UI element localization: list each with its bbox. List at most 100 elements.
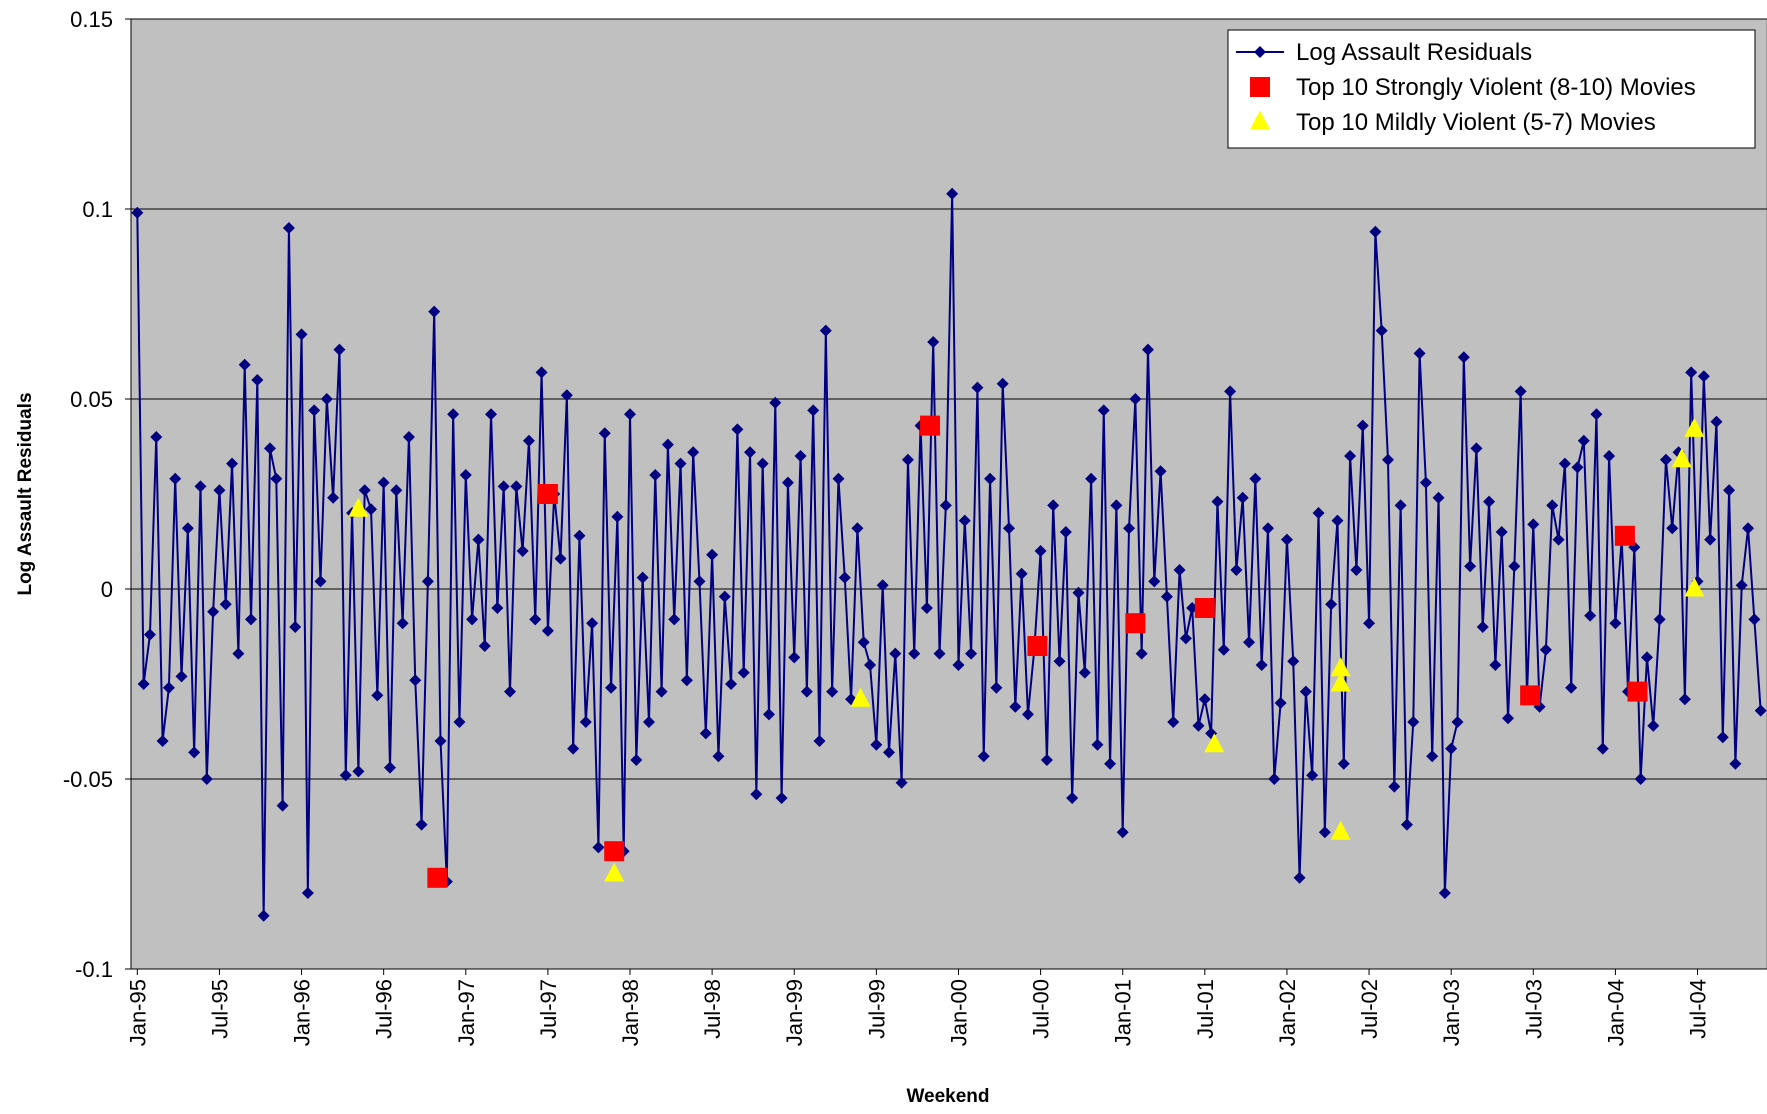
point bbox=[1141, 343, 1154, 356]
x-tick-label: Jan-00 bbox=[946, 979, 971, 1046]
point bbox=[510, 480, 523, 493]
point bbox=[788, 651, 801, 664]
point bbox=[497, 480, 510, 493]
point bbox=[1558, 457, 1571, 470]
point bbox=[276, 799, 289, 812]
point bbox=[1451, 716, 1464, 728]
point bbox=[1640, 651, 1653, 664]
point bbox=[850, 687, 871, 707]
point bbox=[573, 529, 586, 542]
point bbox=[857, 636, 870, 649]
point bbox=[348, 497, 369, 517]
point bbox=[1318, 826, 1331, 839]
point bbox=[1204, 733, 1225, 753]
point bbox=[1350, 564, 1363, 576]
point bbox=[882, 746, 895, 759]
x-tick-label: Jul-96 bbox=[372, 979, 397, 1039]
point bbox=[1508, 560, 1521, 573]
point bbox=[1735, 579, 1748, 592]
point bbox=[1502, 712, 1515, 725]
point bbox=[1729, 757, 1742, 770]
point bbox=[800, 685, 813, 698]
point bbox=[181, 522, 194, 535]
point bbox=[1653, 613, 1666, 626]
point bbox=[693, 575, 706, 588]
point bbox=[1085, 472, 1098, 485]
point bbox=[895, 776, 908, 789]
point bbox=[1577, 434, 1590, 447]
point bbox=[516, 545, 529, 557]
x-tick-label: Jul-99 bbox=[864, 979, 889, 1039]
point bbox=[1261, 522, 1274, 535]
point bbox=[1457, 351, 1470, 364]
point bbox=[1438, 887, 1451, 899]
point bbox=[560, 389, 573, 402]
point bbox=[1426, 750, 1439, 763]
point bbox=[289, 621, 302, 633]
y-tick-label: 0.05 bbox=[70, 387, 113, 412]
point bbox=[263, 442, 276, 455]
point bbox=[604, 841, 625, 862]
point bbox=[1299, 685, 1312, 698]
point bbox=[1584, 609, 1597, 622]
point bbox=[680, 674, 693, 687]
y-axis-title: Log Assault Residuals bbox=[15, 392, 36, 595]
point bbox=[1546, 499, 1559, 512]
point bbox=[194, 480, 207, 493]
point bbox=[756, 457, 769, 470]
point bbox=[1009, 700, 1022, 713]
point bbox=[1627, 681, 1648, 702]
point bbox=[1331, 514, 1344, 527]
x-tick-label: Jul-00 bbox=[1029, 979, 1054, 1039]
point bbox=[920, 415, 941, 436]
point bbox=[1539, 643, 1552, 656]
point bbox=[1647, 719, 1660, 732]
point bbox=[1224, 385, 1237, 398]
point bbox=[642, 716, 655, 728]
point bbox=[1356, 419, 1369, 432]
point bbox=[447, 408, 460, 421]
point bbox=[661, 438, 674, 451]
point bbox=[1173, 564, 1186, 576]
y-tick-label: -0.05 bbox=[63, 767, 113, 792]
point bbox=[1021, 708, 1034, 721]
x-tick-label: Jul-04 bbox=[1686, 979, 1711, 1039]
y-tick-label: 0 bbox=[101, 577, 113, 602]
point bbox=[592, 841, 605, 854]
point bbox=[807, 404, 820, 417]
point bbox=[1306, 769, 1319, 782]
legend-box bbox=[1227, 29, 1756, 149]
point bbox=[952, 659, 965, 671]
point bbox=[965, 647, 978, 660]
point bbox=[1198, 693, 1211, 706]
point bbox=[1716, 731, 1729, 744]
point bbox=[1211, 495, 1224, 508]
point bbox=[604, 862, 625, 882]
point bbox=[750, 788, 763, 801]
point bbox=[466, 613, 479, 626]
point bbox=[611, 510, 624, 523]
point bbox=[522, 434, 535, 447]
point bbox=[1527, 518, 1540, 531]
point bbox=[737, 666, 750, 679]
point bbox=[427, 867, 448, 888]
x-tick-label: Jan-01 bbox=[1111, 979, 1136, 1046]
point bbox=[1034, 545, 1047, 557]
point bbox=[1394, 499, 1407, 512]
point bbox=[1520, 685, 1541, 706]
point bbox=[491, 602, 504, 614]
point bbox=[169, 472, 182, 485]
point bbox=[472, 533, 485, 546]
point bbox=[1104, 757, 1117, 770]
point bbox=[687, 446, 700, 459]
point bbox=[485, 408, 498, 421]
legend-marker bbox=[1250, 77, 1270, 97]
point bbox=[1419, 476, 1432, 489]
point bbox=[257, 909, 270, 922]
point bbox=[478, 640, 491, 652]
point bbox=[434, 735, 447, 747]
point bbox=[1634, 773, 1647, 785]
point bbox=[813, 735, 826, 747]
point bbox=[1565, 681, 1578, 694]
point bbox=[1464, 560, 1477, 573]
